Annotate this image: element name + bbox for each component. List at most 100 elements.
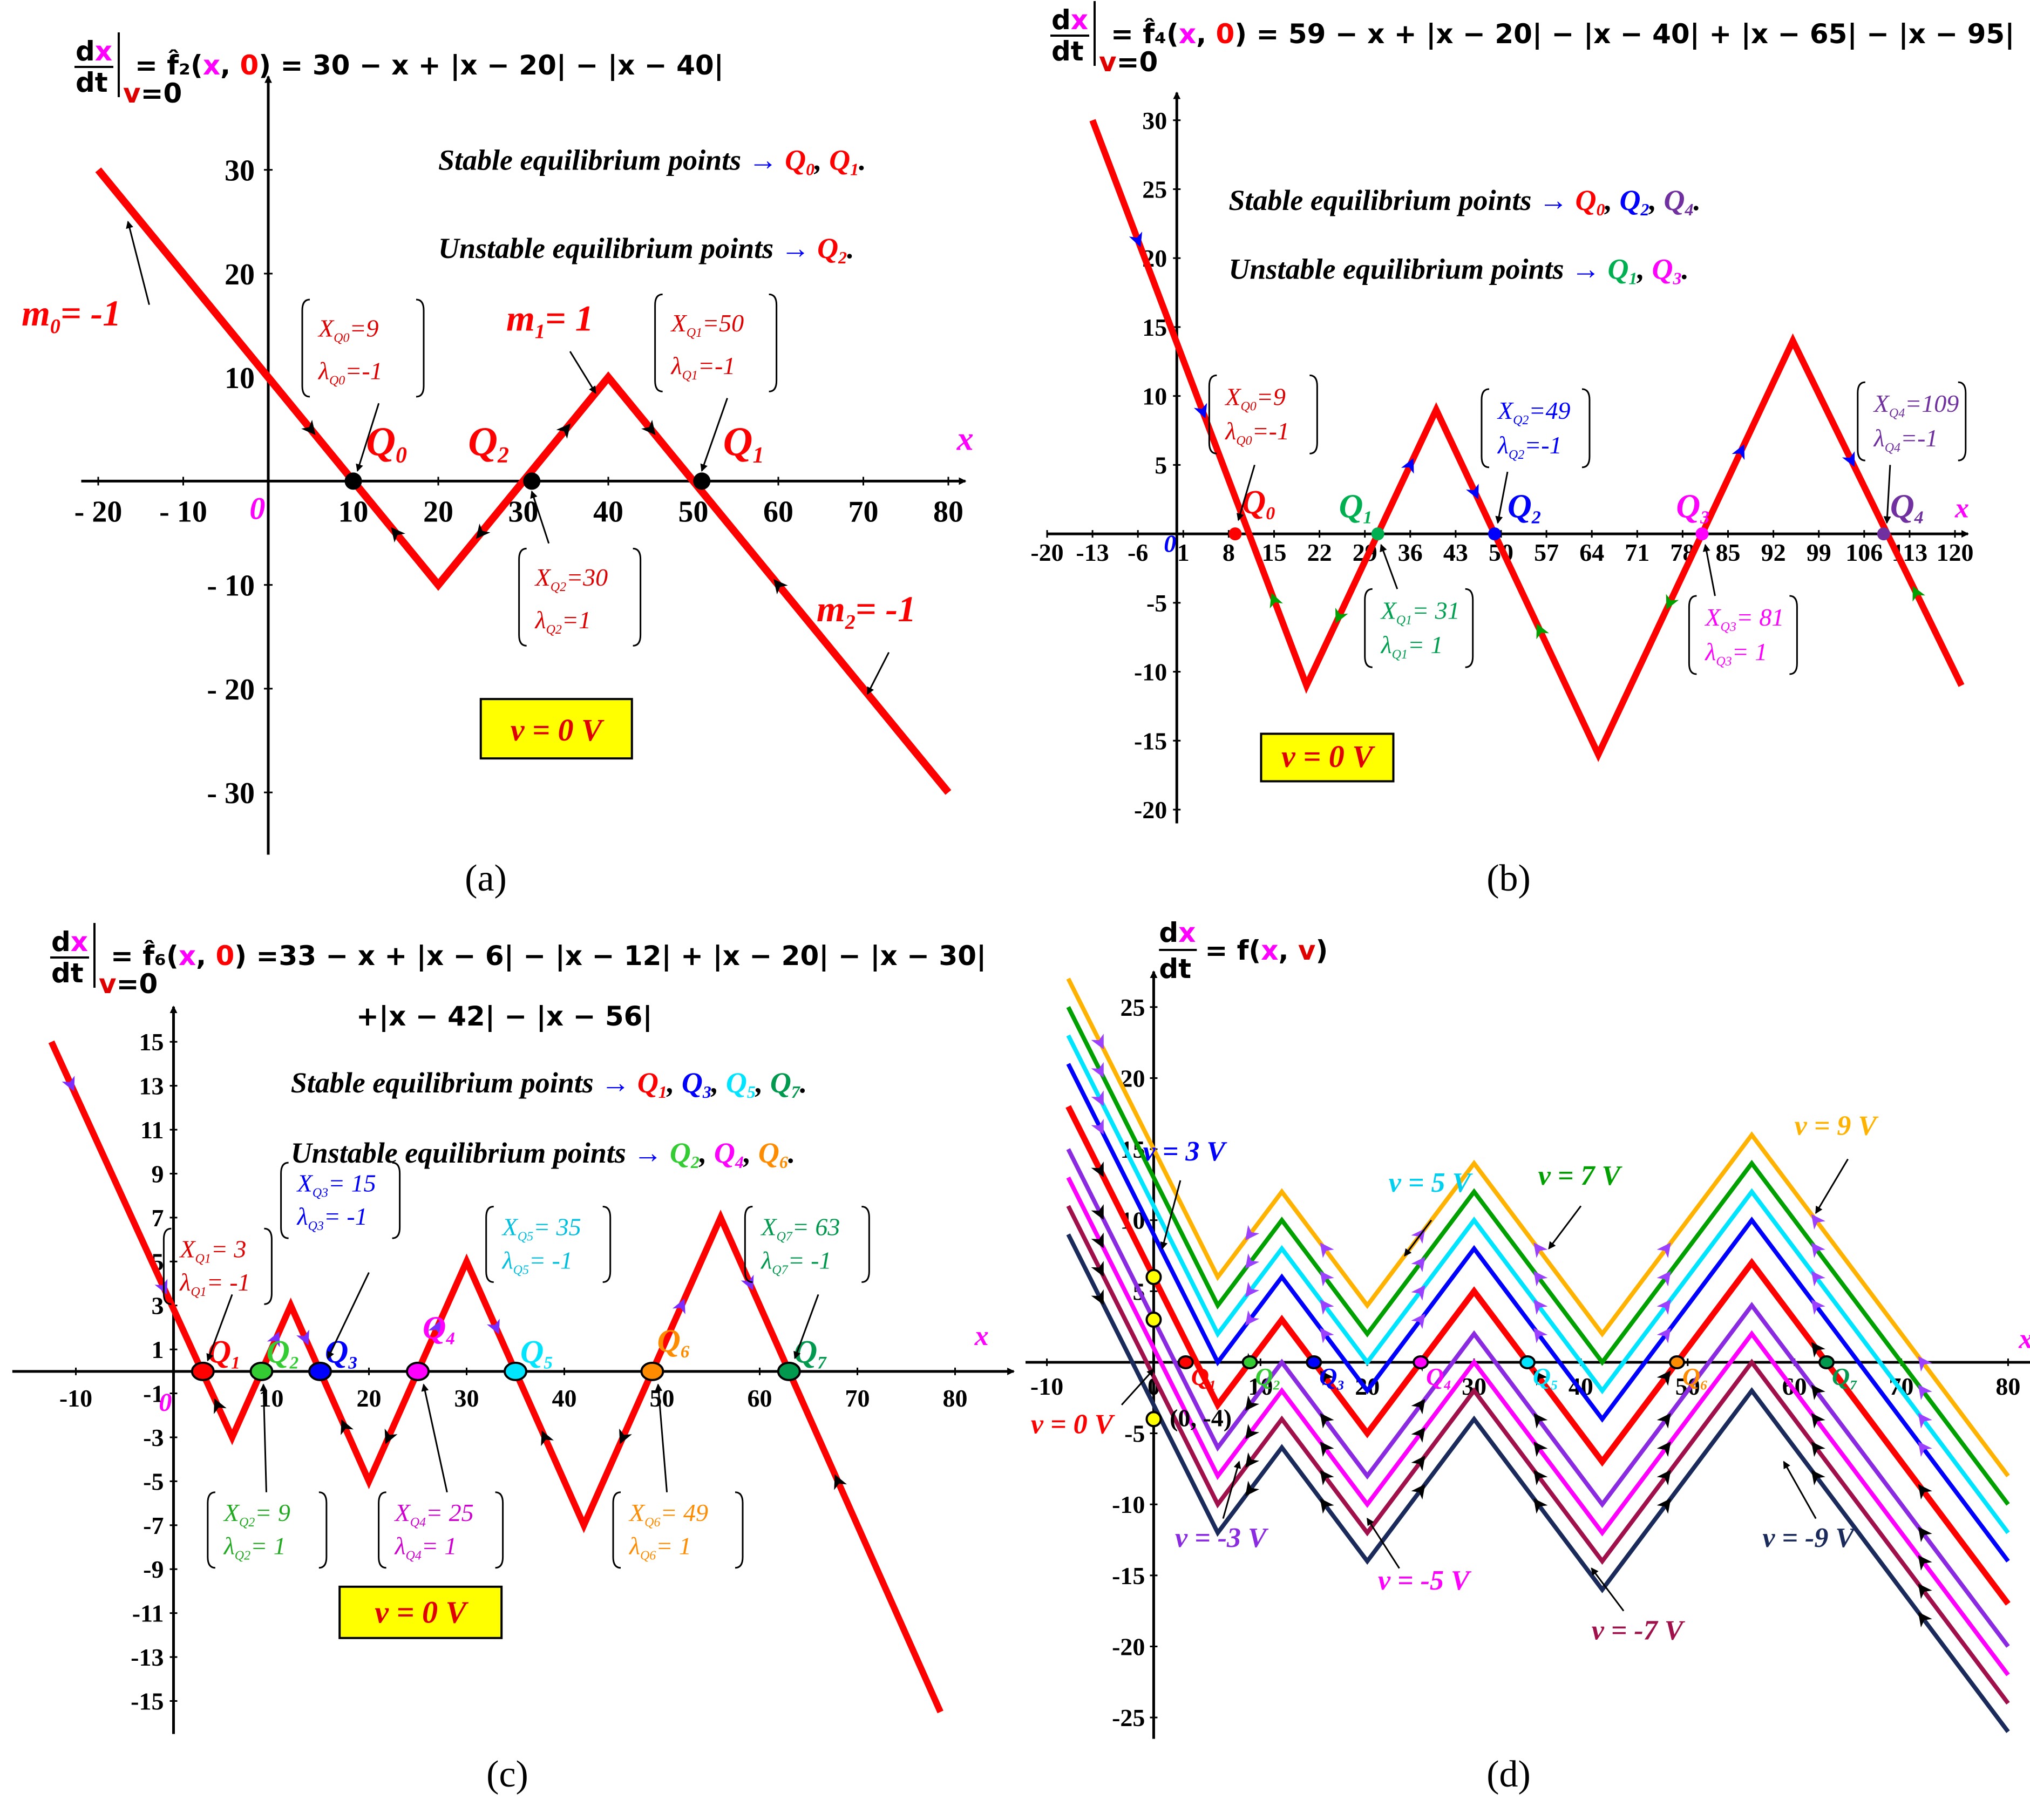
b-xtick-label: 64 [1579, 539, 1604, 566]
b-status-stable: Stable equilibrium points → Q0, Q2, Q4. [1228, 184, 1701, 219]
d-flow-arrow [1091, 1090, 1104, 1106]
d-flow-arrow [1918, 1384, 1932, 1401]
d-flow-arrow [1320, 1441, 1334, 1457]
b-box-q0-paren-left [1208, 374, 1217, 454]
d-eq-point-Q1 [1177, 1355, 1194, 1369]
d-flow-arrow [1245, 1310, 1260, 1326]
c-vbox-text: v = 0 V [375, 1594, 469, 1629]
c-leader-q3 [327, 1272, 370, 1360]
b-leader-q1 [1380, 544, 1398, 589]
b-eq-point-Q1 [1371, 527, 1384, 541]
d-flow-arrow [1811, 1342, 1825, 1358]
a-leader-q2 [530, 490, 550, 544]
d-yaxis-point-0 [1145, 1268, 1162, 1285]
b-xtick-label: 106 [1845, 539, 1883, 566]
c-box-q7-lambda: λQ7= -1 [760, 1246, 831, 1277]
c-box-q7-x: XQ7= 63 [760, 1213, 840, 1244]
d-eq-point-Q5 [1519, 1355, 1536, 1369]
c-ytick-label: -13 [131, 1644, 164, 1671]
b-xtick-label: 8 [1223, 539, 1235, 566]
c-flow-arrow [384, 1428, 398, 1444]
d-flow-arrow [1320, 1242, 1334, 1258]
b-leader-q3 [1702, 544, 1716, 596]
d-eq-point-Q4 [1413, 1355, 1429, 1369]
c-ytick-label: 9 [152, 1160, 164, 1187]
d-title-rhs: = f(x, v) [1205, 935, 1328, 966]
d-eq-point-Q2 [1241, 1355, 1258, 1369]
c-box-q5-lambda: λQ5= -1 [501, 1246, 573, 1277]
b-ytick-label: 10 [1142, 383, 1167, 410]
a-xtick-label: 60 [763, 495, 793, 528]
c-leader-q7 [793, 1294, 819, 1360]
d-flow-arrow [1656, 1271, 1671, 1287]
b-box-q2-paren-right [1581, 388, 1591, 468]
a-eq-point-Q2 [523, 472, 541, 490]
d-xlabel: x [2018, 1324, 2030, 1355]
a-flow-arrow [773, 579, 788, 595]
a-ytick-label: - 20 [207, 673, 255, 707]
b-box-q4-x: XQ4=109 [1873, 390, 1959, 420]
b-flow-arrow [1401, 458, 1414, 474]
b-title-lhs-num: dx [1051, 4, 1088, 36]
c-status-unstable: Unstable equilibrium points → Q2, Q4, Q6… [291, 1137, 796, 1172]
a-box-q1-paren-right [769, 293, 778, 392]
a-ytick-label: - 10 [207, 569, 255, 603]
c-xlabel: x [974, 1321, 989, 1352]
b-box-q1-paren-right [1465, 588, 1474, 668]
d-flow-arrow [1320, 1470, 1334, 1485]
c-box-q6-paren-right [735, 1491, 744, 1569]
b-flow-arrow [1666, 594, 1679, 610]
a-flow-arrow [641, 419, 656, 436]
b-box-q3-paren-left [1688, 595, 1697, 675]
b-box-q4-lambda: λQ4=-1 [1873, 424, 1938, 455]
b-xtick-label: 57 [1534, 539, 1559, 566]
b-flow-arrow [1335, 607, 1348, 624]
c-q5-label: Q5 [520, 1334, 553, 1373]
d-xtick-label: 30 [1462, 1373, 1486, 1400]
b-box-q3-paren-right [1789, 595, 1798, 675]
c-ytick-label: -1 [143, 1380, 164, 1408]
c-flow-arrow [834, 1474, 847, 1490]
c-box-q2-paren-left [207, 1491, 215, 1569]
c-flow-arrow [541, 1430, 554, 1447]
d-eq-label-Q7: Q7 [1832, 1363, 1857, 1393]
c-ytick-label: -7 [143, 1512, 164, 1539]
a-q1-label: Q1 [723, 419, 764, 468]
a-leader-m1 [569, 351, 596, 394]
c-xtick-label: 10 [259, 1384, 284, 1412]
d-flow-arrow [1656, 1413, 1671, 1429]
d-flow-arrow [1320, 1413, 1334, 1429]
c-vbox-box [338, 1585, 503, 1639]
a-leader-m2 [867, 651, 890, 695]
c-flow-arrow [619, 1428, 632, 1444]
d-ytick-label: 25 [1120, 994, 1145, 1021]
c-q2-label: Q2 [266, 1334, 298, 1373]
d-flow-arrow [1091, 1261, 1104, 1277]
a-eq-point-Q0 [344, 472, 362, 490]
b-ytick-label: 25 [1142, 175, 1167, 203]
b-box-q4-paren-left [1857, 381, 1865, 461]
a-flow-arrow [556, 423, 571, 439]
c-xtick-label: 50 [650, 1384, 675, 1412]
d-vlabel-6: v = -5 V [1378, 1565, 1472, 1596]
d-flow-arrow [1656, 1470, 1671, 1485]
b-ytick-label: -5 [1146, 589, 1167, 617]
d-flow-arrow [1091, 1162, 1104, 1178]
c-box-q6-x: XQ6= 49 [628, 1499, 708, 1530]
a-slope-m0: m0= -1 [22, 293, 121, 338]
c-ytick-label: 1 [152, 1336, 164, 1363]
d-flow-arrow [1411, 1257, 1425, 1273]
d-eq-label-Q5: Q5 [1533, 1363, 1558, 1393]
c-title-lhs-den: dt [51, 957, 84, 989]
d-leader-v0 [1121, 1368, 1155, 1405]
d-flow-arrow [1656, 1498, 1671, 1514]
b-status-unstable: Unstable equilibrium points → Q1, Q3. [1228, 253, 1689, 288]
b-ytick-label: -10 [1134, 658, 1167, 686]
d-flow-arrow [1533, 1413, 1548, 1429]
d-flow-arrow [1245, 1225, 1260, 1241]
d-flow-arrow [1320, 1299, 1334, 1315]
b-xtick-label: 36 [1398, 539, 1423, 566]
c-box-q6-paren-left [612, 1491, 621, 1569]
d-eq-label-Q6: Q6 [1682, 1363, 1707, 1393]
b-box-q0-x: XQ0=9 [1224, 383, 1286, 413]
